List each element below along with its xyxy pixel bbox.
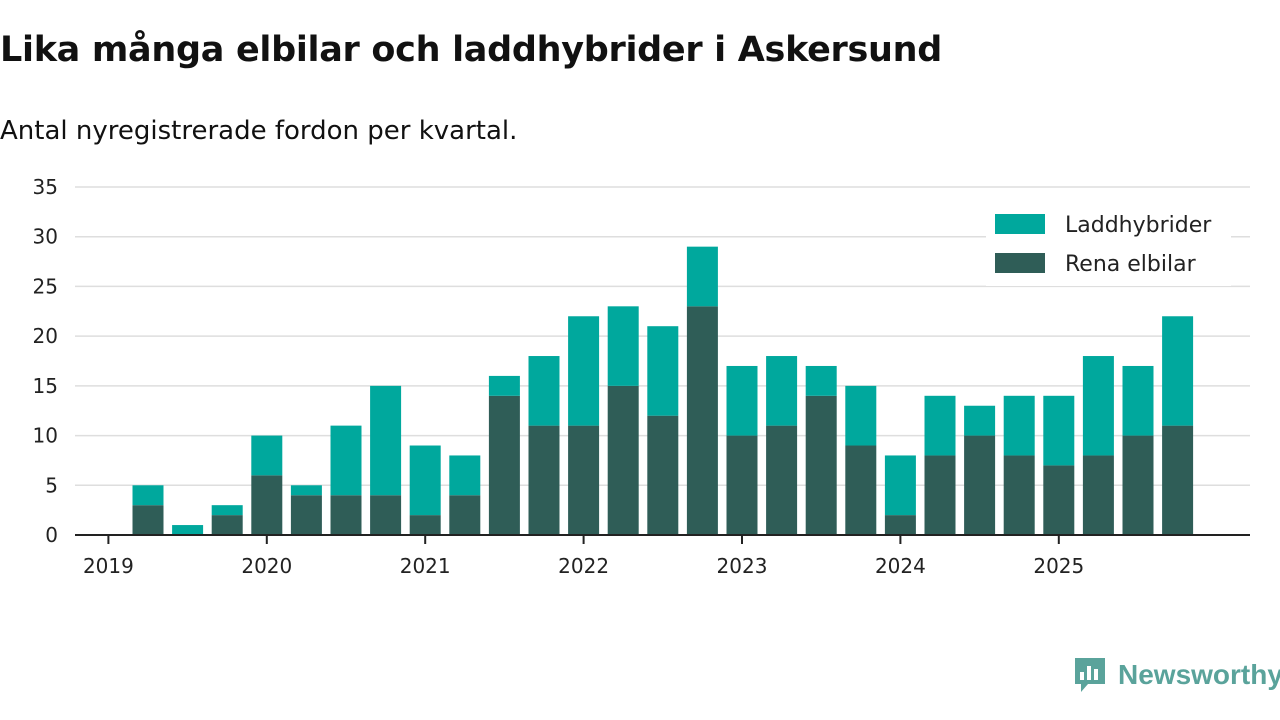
bar-segment [607, 306, 639, 386]
bar-segment [845, 445, 877, 535]
bar-segment [528, 425, 560, 535]
bar-segment [488, 395, 520, 535]
x-tick-label: 2021 [400, 554, 451, 578]
y-tick-label: 15 [33, 374, 58, 398]
bar-segment [1043, 465, 1075, 535]
bar-segment [884, 515, 916, 535]
legend-label: Rena elbilar [1065, 252, 1197, 277]
bar-segment [884, 455, 916, 516]
bar-segment [330, 495, 362, 535]
bar-segment [370, 495, 402, 535]
bar-segment [845, 385, 877, 446]
legend-swatch [995, 253, 1045, 273]
bar-segment [449, 495, 481, 535]
bar-segment [964, 435, 996, 535]
bar-segment [1122, 365, 1154, 436]
x-tick-label: 2025 [1033, 554, 1084, 578]
bar-segment [290, 485, 322, 496]
y-tick-label: 10 [33, 424, 58, 448]
bar-segment [488, 375, 520, 396]
legend-label: Laddhybrider [1065, 213, 1212, 238]
x-tick-label: 2023 [717, 554, 768, 578]
bar-segment [1043, 395, 1075, 466]
chart-title: Lika många elbilar och laddhybrider i As… [0, 30, 943, 70]
x-tick-label: 2022 [558, 554, 609, 578]
bar-segment [924, 455, 956, 535]
bar-segment [211, 505, 243, 516]
y-tick-label: 5 [45, 473, 58, 497]
bar-segment [805, 365, 837, 396]
bar-segment [766, 356, 798, 426]
bar-segment [211, 515, 243, 535]
x-tick-label: 2024 [875, 554, 926, 578]
bar-segment [1003, 395, 1035, 456]
x-tick-label: 2020 [241, 554, 292, 578]
bar-segment [607, 385, 639, 535]
bar-segment [330, 425, 362, 496]
y-tick-label: 20 [33, 324, 58, 348]
bar-segment [409, 445, 441, 516]
bar-segment [370, 385, 402, 496]
bar-segment [766, 425, 798, 535]
bar-segment [924, 395, 956, 456]
bar-segment [726, 365, 758, 436]
bar-segment [251, 435, 283, 476]
bar-segment [409, 515, 441, 535]
bar-segment [964, 405, 996, 436]
bar-segment [528, 356, 560, 426]
bar-segment [686, 246, 718, 307]
bar-segment [568, 425, 600, 535]
bar-segment [132, 505, 164, 535]
chart-subtitle: Antal nyregistrerade fordon per kvartal. [0, 116, 518, 146]
brand: Newsworthy [1072, 655, 1280, 695]
bar-segment [568, 316, 600, 426]
bar-segment [1082, 455, 1114, 535]
newsworthy-logo-icon [1075, 658, 1105, 692]
y-tick-label: 25 [33, 274, 58, 298]
bars [132, 246, 1194, 535]
y-tick-label: 30 [33, 225, 58, 249]
x-axis: 2019 2020 2021 2022 2023 2024 2025 [75, 534, 1250, 578]
bar-segment [647, 326, 679, 416]
brand-name: Newsworthy [1118, 659, 1280, 690]
legend-swatch [995, 214, 1045, 234]
bar-segment [686, 306, 718, 535]
bar-segment [290, 495, 322, 535]
y-axis: 0 5 10 15 20 25 30 35 [33, 175, 58, 547]
bar-segment [1162, 425, 1194, 535]
bar-segment [172, 525, 204, 535]
y-tick-label: 0 [45, 523, 58, 547]
bar-segment [251, 475, 283, 535]
bar-segment [647, 415, 679, 535]
bar-segment [1122, 435, 1154, 535]
bar-segment [1003, 455, 1035, 535]
bar-segment [726, 435, 758, 535]
bar-segment [1082, 356, 1114, 456]
bar-segment [132, 485, 164, 506]
bar-segment [449, 455, 481, 496]
y-tick-label: 35 [33, 175, 58, 199]
bar-segment [805, 395, 837, 535]
x-tick-label: 2019 [83, 554, 134, 578]
bar-segment [1162, 316, 1194, 426]
legend: Laddhybrider Rena elbilar [986, 200, 1231, 286]
